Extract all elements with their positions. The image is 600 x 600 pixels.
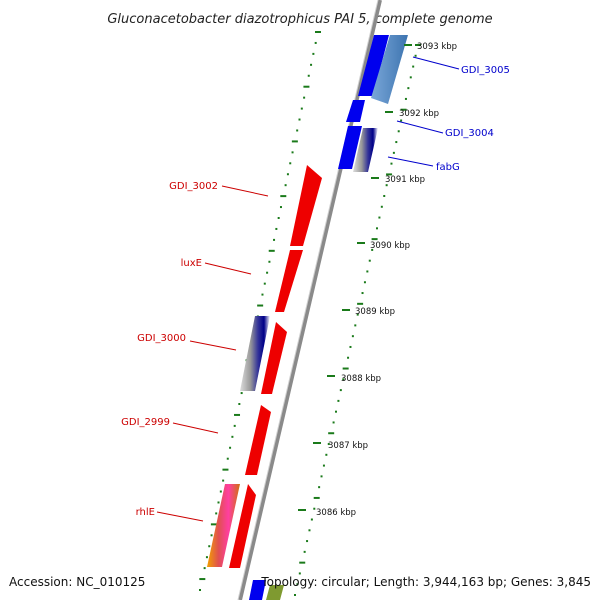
topology-text: Topology: circular; Length: 3,944,163 bp… <box>260 575 591 589</box>
reverse-gene-labels: GDI_3005 GDI_3004 fabG <box>387 56 510 173</box>
backbone-line <box>238 0 382 600</box>
gene-rhlE-stripe[interactable] <box>207 484 240 567</box>
leader-line-fabG <box>387 156 434 167</box>
leader-line-rhlE <box>156 511 204 522</box>
backbone-highlight <box>237 0 379 600</box>
gene-GDI_3000-arrow[interactable] <box>261 322 287 394</box>
tick-label-3091: 3091 kbp <box>385 175 425 185</box>
gene-label-rhlE[interactable]: rhlE <box>136 507 155 518</box>
tick-label-3093: 3093 kbp <box>417 42 457 52</box>
tick-label-3089: 3089 kbp <box>355 307 395 317</box>
bottom-feature-olive <box>266 585 284 600</box>
reverse-strand-genes <box>338 35 408 172</box>
leader-line-GDI_2999 <box>172 422 219 434</box>
accession-text: Accession: NC_010125 <box>9 575 145 589</box>
gene-GDI_3000-stripe[interactable] <box>240 316 270 391</box>
tick-ring-dots <box>199 31 421 596</box>
leader-line-GDI_3004 <box>396 120 444 134</box>
forward-gene-labels: GDI_3002 luxE GDI_3000 GDI_2999 rhlE <box>121 181 269 522</box>
tick-label-3087: 3087 kbp <box>328 441 368 451</box>
gene-fabG-arrow-b[interactable] <box>353 128 378 172</box>
tick-label-3088: 3088 kbp <box>341 374 381 384</box>
bottom-feature-blue <box>249 580 266 600</box>
gene-GDI_2999-arrow[interactable] <box>245 405 271 475</box>
gene-label-GDI_2999[interactable]: GDI_2999 <box>121 417 170 428</box>
gene-GDI_3002-arrow[interactable] <box>290 165 322 246</box>
gene-label-GDI_3005[interactable]: GDI_3005 <box>461 65 510 76</box>
gene-fabG-arrow-a[interactable] <box>338 126 362 169</box>
tick-label-3090: 3090 kbp <box>370 241 410 251</box>
gene-luxE-arrow[interactable] <box>275 250 303 312</box>
gene-rhlE-arrow[interactable] <box>229 484 256 568</box>
gene-GDI_3005-arrow[interactable] <box>358 35 389 96</box>
forward-strand-genes <box>207 165 322 568</box>
gene-label-GDI_3002[interactable]: GDI_3002 <box>169 181 218 192</box>
gene-GDI_3005-arrow-steel[interactable] <box>371 35 408 104</box>
leader-line-GDI_3002 <box>221 185 269 197</box>
leader-line-GDI_3005 <box>412 56 460 70</box>
kbp-tick-labels: 3093 kbp 3092 kbp 3091 kbp 3090 kbp 3089… <box>298 42 457 518</box>
leader-line-GDI_3000 <box>189 340 237 351</box>
gene-label-luxE[interactable]: luxE <box>181 258 202 269</box>
gene-label-GDI_3000[interactable]: GDI_3000 <box>137 333 186 344</box>
gene-label-fabG[interactable]: fabG <box>436 162 460 173</box>
gene-GDI_3004-arrow[interactable] <box>346 100 365 122</box>
leader-line-luxE <box>204 262 252 275</box>
map-title: Gluconacetobacter diazotrophicus PAI 5, … <box>107 12 492 27</box>
tick-label-3092: 3092 kbp <box>399 109 439 119</box>
gene-label-GDI_3004[interactable]: GDI_3004 <box>445 128 494 139</box>
tick-label-3086: 3086 kbp <box>316 508 356 518</box>
